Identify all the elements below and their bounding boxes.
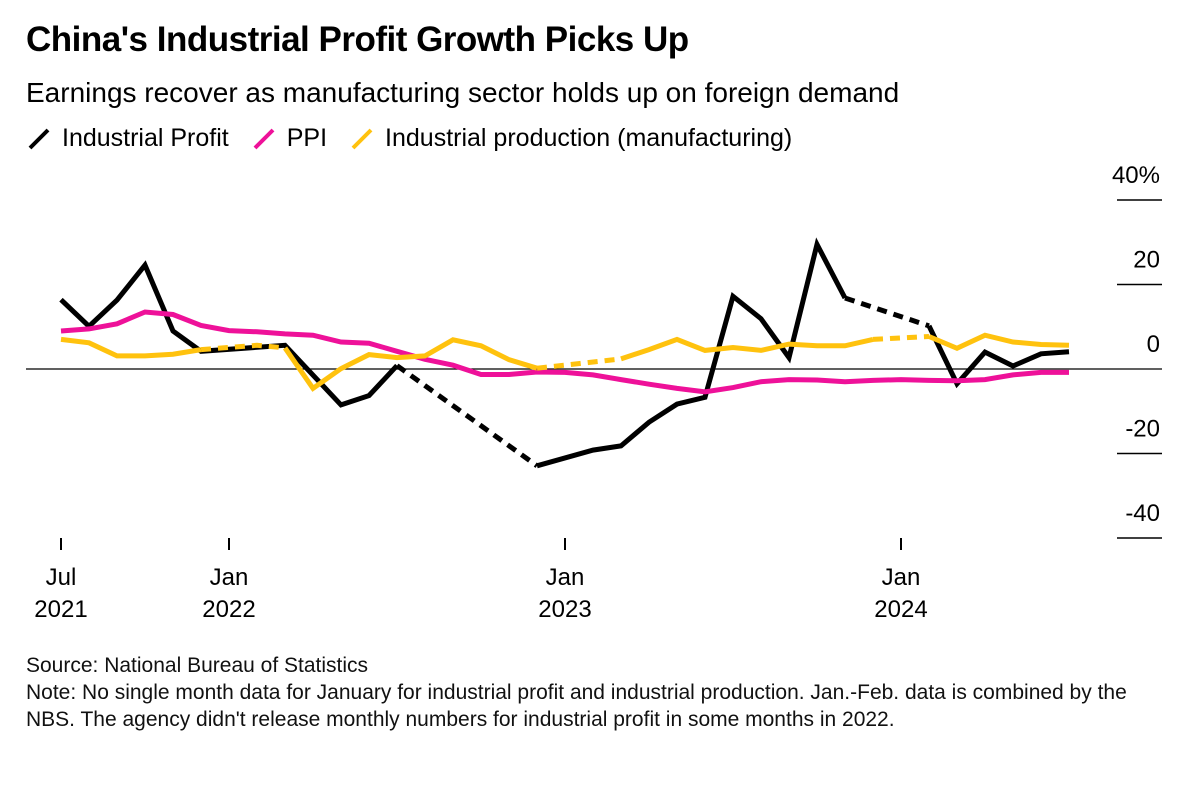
legend-label-ppi: PPI (286, 124, 328, 152)
y-tick-label-2: 0 (1147, 331, 1160, 358)
series-line-industrial-production-manufacturing-solid-2 (282, 337, 538, 392)
chart-footer: Source: National Bureau of Statistics No… (26, 652, 1176, 733)
y-tick-label-0: 40% (1112, 162, 1160, 189)
legend-item-industrial-profit: Industrial Profit (26, 124, 229, 153)
x-tick-label-month-3: Jan (882, 564, 921, 591)
legend: Industrial Profit PPI Industrial product… (26, 124, 814, 153)
x-tick-label-year-3: 2024 (874, 596, 927, 623)
series-line-industrial-profit-dashed-1 (395, 363, 539, 468)
series-line-industrial-production-manufacturing-solid-0 (60, 336, 202, 359)
x-tick-label-month-0: Jul (46, 564, 77, 591)
series-line-ppi-solid-0 (60, 309, 1069, 395)
series-line-industrial-production-manufacturing-solid-6 (928, 332, 1070, 352)
x-tick-label-year-1: 2022 (202, 596, 255, 623)
legend-swatch-industrial-profit (28, 128, 50, 149)
x-tick-label-month-1: Jan (210, 564, 249, 591)
series-line-industrial-production-manufacturing-solid-4 (620, 336, 874, 362)
series-line-industrial-profit-solid-0 (59, 260, 399, 408)
legend-item-industrial-production: Industrial production (manufacturing) (349, 124, 792, 153)
series-line-industrial-profit-solid-2 (536, 237, 848, 469)
series-line-industrial-production-manufacturing-dashed-1 (200, 342, 286, 353)
x-tick-label-year-2: 2023 (538, 596, 591, 623)
chart-subtitle: Earnings recover as manufacturing sector… (26, 77, 900, 108)
line-chart: 40% 20 0 -20 -40 Jul 2021 Jan 2022 Jan 2023 Jan 2024 (26, 162, 1162, 623)
legend-swatch-ppi (253, 128, 275, 149)
y-tick-label-3: -20 (1125, 416, 1160, 443)
chart-title: China's Industrial Profit Growth Picks U… (26, 20, 689, 59)
series-line-industrial-profit-solid-4 (926, 324, 1070, 389)
source-note: Source: National Bureau of Statistics (26, 654, 369, 677)
x-tick-label-month-2: Jan (546, 564, 585, 591)
legend-label-industrial-production: Industrial production (manufacturing) (385, 124, 793, 152)
y-tick-label-1: 20 (1133, 247, 1160, 274)
legend-label-industrial-profit: Industrial Profit (62, 124, 229, 152)
series-line-industrial-production-manufacturing-dashed-5 (872, 334, 930, 342)
legend-swatch-industrial-production (351, 128, 373, 149)
legend-item-ppi: PPI (251, 124, 327, 153)
x-tick-label-year-0: 2021 (34, 596, 87, 623)
series-line-industrial-production-manufacturing-dashed-3 (536, 356, 622, 371)
series-line-industrial-profit-dashed-3 (844, 295, 930, 329)
y-tick-label-4: -40 (1125, 500, 1160, 527)
footnote: Note: No single month data for January f… (26, 681, 1127, 731)
